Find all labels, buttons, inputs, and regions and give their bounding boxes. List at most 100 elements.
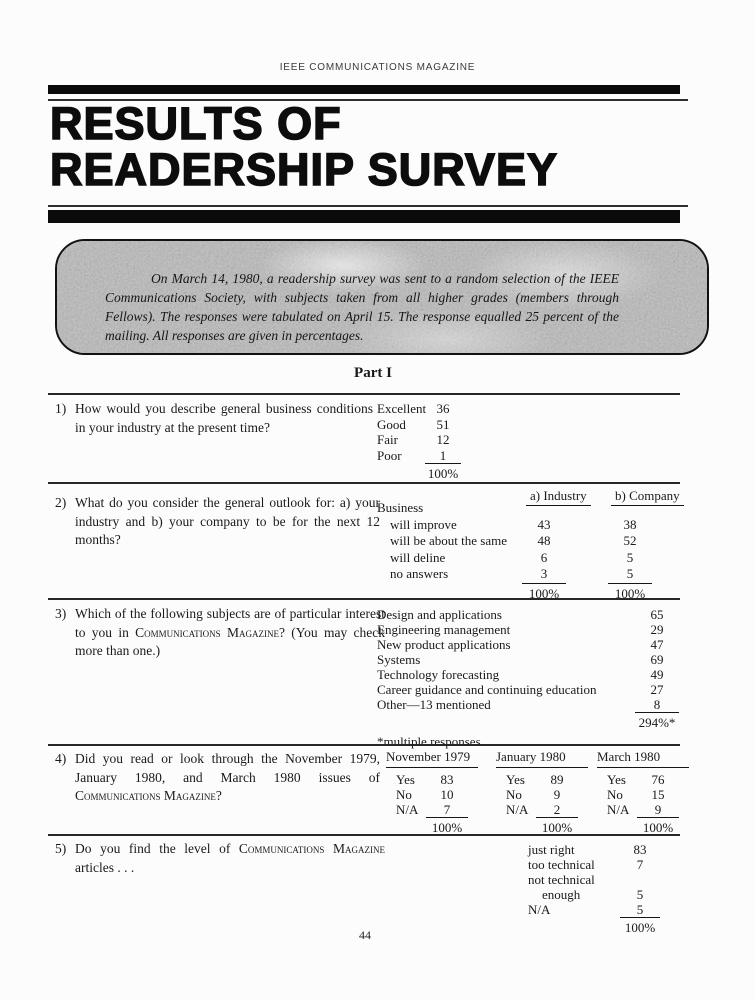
table-row: will be about the same 48 52 — [377, 533, 652, 550]
question-2: 2) What do you consider the general outl… — [55, 494, 380, 550]
issue-header: November 1979 — [386, 749, 478, 768]
row-label: Systems — [377, 652, 421, 667]
mid-thin-rule — [48, 205, 688, 207]
row-label: No — [607, 787, 623, 802]
total-value: 100% — [427, 466, 459, 481]
issue-header: March 1980 — [597, 749, 689, 768]
company-value: 52 — [623, 533, 637, 548]
row-value-underlined: 1 — [425, 448, 461, 464]
row-label: No — [506, 787, 522, 802]
question-3-number: 3) — [55, 606, 67, 621]
table-row: too technical 7 — [528, 857, 660, 872]
table-row: Fair 12 — [377, 432, 461, 448]
row-value: 36 — [436, 401, 450, 416]
row-label: enough — [542, 887, 581, 902]
company-value: 5 — [626, 549, 634, 565]
table-row: N/A 5 — [528, 902, 660, 918]
row-label: not technical — [528, 872, 595, 887]
row-label: will deline — [390, 549, 446, 565]
table-row: New product applications 47 — [377, 637, 679, 652]
question-2-number: 2) — [55, 495, 67, 510]
section-divider — [48, 393, 680, 395]
question-4-number: 4) — [55, 751, 67, 766]
company-value-underlined: 5 — [608, 566, 652, 584]
table-row: Yes 89 — [496, 772, 588, 787]
article-title-line2: READERSHIP SURVEY — [49, 144, 558, 195]
row-value: 83 — [633, 842, 647, 857]
column-header-industry: a) Industry — [526, 488, 591, 506]
row-label: too technical — [528, 857, 595, 872]
question-4-group-november-1979: November 1979 Yes 83 No 10 N/A 7 100% — [386, 749, 478, 835]
table-row: N/A 2 — [496, 802, 588, 818]
question-5-results-table: just right 83 too technical 7 not techni… — [528, 842, 660, 935]
total-value: 100% — [642, 820, 674, 835]
industry-value: 48 — [537, 533, 551, 548]
row-label: N/A — [506, 802, 529, 817]
question-3: 3) Which of the following subjects are o… — [55, 605, 385, 661]
row-value: 15 — [651, 787, 665, 802]
row-value-underlined: 8 — [635, 697, 679, 713]
row-value: 10 — [440, 787, 454, 802]
row-value: 49 — [650, 667, 664, 682]
row-label: Yes — [506, 772, 525, 787]
table-row: Yes 83 — [386, 772, 478, 787]
question-5-text-post: articles . . . — [75, 859, 135, 875]
row-label: Poor — [377, 447, 402, 463]
table-row: Technology forecasting 49 — [377, 667, 679, 682]
question-3-results-table: Design and applications 65 Engineering m… — [377, 607, 679, 749]
question-5-number: 5) — [55, 841, 67, 856]
table-row: just right 83 — [528, 842, 660, 857]
row-value: 83 — [440, 772, 454, 787]
row-value: 76 — [651, 772, 665, 787]
total-row: 100% — [386, 820, 478, 835]
row-value: 9 — [553, 787, 561, 802]
table-row: Systems 69 — [377, 652, 679, 667]
section-divider — [48, 482, 680, 484]
footnote-text: *multiple responses — [377, 734, 481, 749]
row-value: 47 — [650, 637, 664, 652]
row-label: N/A — [528, 902, 551, 917]
intro-paragraph: On March 14, 1980, a readership survey w… — [105, 271, 619, 343]
section-divider — [48, 834, 680, 836]
row-value: 5 — [636, 887, 644, 902]
question-3-text: Which of the following subjects are of p… — [75, 605, 385, 661]
total-row: 100% — [496, 820, 588, 835]
question-3-text-pre: Which of the following subjects are of p… — [75, 606, 385, 640]
question-1-text: How would you describe general business … — [75, 401, 373, 435]
total-row: 100% — [528, 920, 660, 935]
top-thick-rule — [48, 85, 680, 94]
top-thin-rule — [48, 99, 688, 101]
table-row: Other—13 mentioned 8 — [377, 697, 679, 713]
total-row: 100% — [377, 466, 461, 482]
question-4-text-pre: Did you read or look through the Novembe… — [75, 751, 380, 785]
row-label: No — [396, 787, 412, 802]
article-title: RESULTS OF READERSHIP SURVEY — [49, 98, 710, 195]
table-row: No 15 — [597, 787, 689, 802]
row-label: Technology forecasting — [377, 667, 500, 682]
row-label: Excellent — [377, 401, 427, 416]
question-4: 4) Did you read or look through the Nove… — [55, 750, 380, 806]
question-4-text-post: ? — [215, 788, 222, 803]
row-label: no answers — [390, 566, 449, 581]
intro-callout-box: On March 14, 1980, a readership survey w… — [55, 239, 709, 355]
magazine-name-header: IEEE COMMUNICATIONS MAGAZINE — [279, 62, 476, 73]
footnote-row: *multiple responses — [377, 734, 679, 749]
row-label: will be about the same — [390, 533, 507, 548]
row-label: will improve — [390, 516, 457, 532]
question-2-results-table: Business will improve 43 38 will be abou… — [377, 500, 652, 602]
question-1: 1) How would you describe general busine… — [55, 400, 373, 437]
question-3-text-post: ? (You may check more than one.) — [75, 624, 385, 659]
page-number: 44 — [359, 928, 371, 942]
industry-value: 6 — [540, 549, 548, 565]
row-label: Other—13 mentioned — [377, 697, 491, 712]
row-value: 12 — [436, 432, 450, 447]
row-value: 27 — [650, 682, 664, 697]
table-row: Poor 1 — [377, 447, 461, 464]
company-total: 100% — [614, 585, 646, 601]
row-label: Engineering management — [377, 622, 511, 637]
total-row: 100% 100% — [377, 586, 652, 603]
part-heading: Part I — [354, 365, 392, 381]
question-5-text: Do you find the level of Communications … — [75, 840, 385, 877]
question-3-magazine-name: Communications Magazine — [135, 624, 279, 640]
article-title-line1: RESULTS OF — [49, 98, 342, 149]
